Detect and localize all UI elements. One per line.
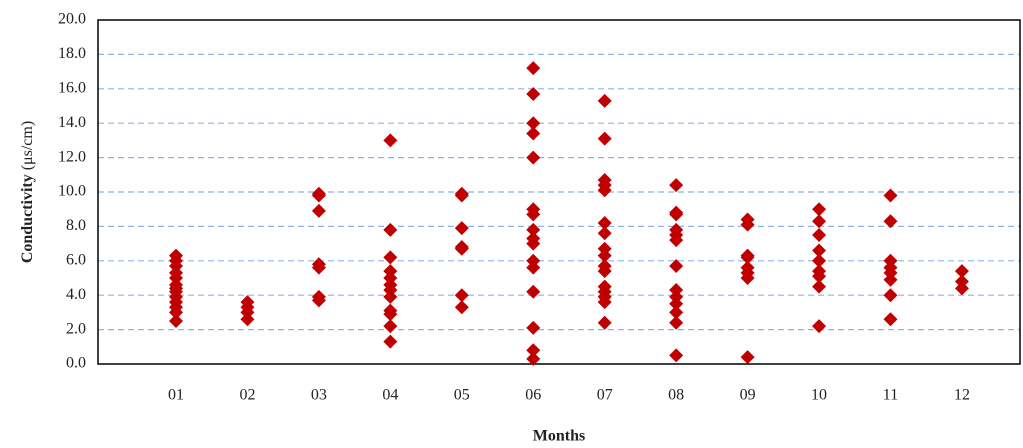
y-axis-label-unit: (μs/cm) (19, 121, 36, 170)
point (454, 288, 469, 303)
point (669, 348, 684, 363)
point (669, 315, 684, 330)
point (383, 250, 398, 265)
point (740, 271, 755, 285)
y-tick-label: 8.0 (66, 217, 86, 234)
point (740, 250, 755, 265)
x-tick-label: 10 (811, 387, 827, 404)
x-tick-label: 09 (740, 387, 756, 404)
point (669, 178, 684, 193)
point (526, 343, 541, 358)
point (669, 233, 684, 248)
y-axis-label-main: Conductivity (19, 174, 36, 263)
point (311, 188, 326, 203)
point (526, 150, 541, 165)
point (383, 307, 398, 322)
x-axis-label: Months (533, 428, 585, 445)
point (526, 260, 541, 275)
x-tick-label: 03 (311, 387, 327, 404)
point (740, 350, 755, 365)
x-tick-label: 01 (168, 387, 184, 404)
y-tick-label: 0.0 (66, 355, 86, 372)
point (383, 222, 398, 237)
point (383, 334, 398, 349)
point (597, 315, 612, 330)
point (383, 133, 398, 148)
point (526, 236, 541, 251)
point (883, 272, 898, 287)
point (526, 351, 541, 366)
point (740, 217, 755, 232)
x-tick-label: 11 (883, 387, 898, 404)
x-tick-label: 05 (454, 387, 470, 404)
y-tick-label: 4.0 (66, 286, 86, 303)
point (812, 202, 827, 217)
point (669, 258, 684, 273)
point (597, 295, 612, 310)
y-tick-label: 16.0 (58, 79, 86, 96)
point (954, 264, 969, 279)
point (883, 312, 898, 327)
y-tick-label: 12.0 (58, 148, 86, 165)
point (669, 305, 684, 320)
point (383, 319, 398, 334)
point (669, 296, 684, 311)
y-tick-label: 14.0 (58, 114, 86, 131)
point (812, 228, 827, 242)
y-tick-label: 2.0 (66, 320, 86, 337)
point (311, 293, 326, 308)
point (597, 264, 612, 279)
point (383, 289, 398, 304)
point (454, 221, 469, 236)
point (883, 288, 898, 303)
point (597, 183, 612, 198)
point (526, 116, 541, 131)
point (526, 61, 541, 76)
point (669, 207, 684, 222)
point (812, 319, 827, 334)
point (311, 203, 326, 218)
x-tick-label: 02 (239, 387, 255, 404)
point (311, 260, 326, 275)
point (454, 241, 469, 256)
point (526, 207, 541, 222)
point (597, 226, 612, 241)
y-tick-label: 6.0 (66, 251, 86, 268)
x-tick-label: 06 (525, 387, 541, 404)
x-tick-label: 08 (668, 387, 684, 404)
point (597, 131, 612, 146)
point (812, 269, 827, 284)
point (454, 300, 469, 315)
x-tick-label: 07 (597, 387, 613, 404)
point (240, 312, 255, 327)
point (526, 126, 541, 141)
point (169, 314, 183, 328)
point (883, 214, 898, 229)
point (597, 93, 612, 108)
point (812, 243, 827, 258)
point (954, 281, 969, 296)
point (812, 253, 827, 268)
point (526, 320, 541, 335)
y-tick-label: 20.0 (58, 11, 86, 28)
plot-frame (97, 19, 1021, 365)
point (597, 215, 612, 230)
point (526, 284, 541, 299)
y-axis-label: Conductivity (μs/cm) (19, 121, 36, 263)
x-tick-label: 04 (382, 387, 398, 404)
y-tick-label: 10.0 (58, 183, 86, 200)
point (454, 188, 469, 203)
point (812, 214, 827, 229)
x-tick-label: 12 (954, 387, 970, 404)
point (169, 305, 183, 320)
point (526, 222, 541, 237)
y-tick-label: 18.0 (58, 45, 86, 62)
point (597, 248, 612, 263)
point (526, 86, 541, 101)
point (883, 188, 898, 203)
point (812, 279, 827, 294)
